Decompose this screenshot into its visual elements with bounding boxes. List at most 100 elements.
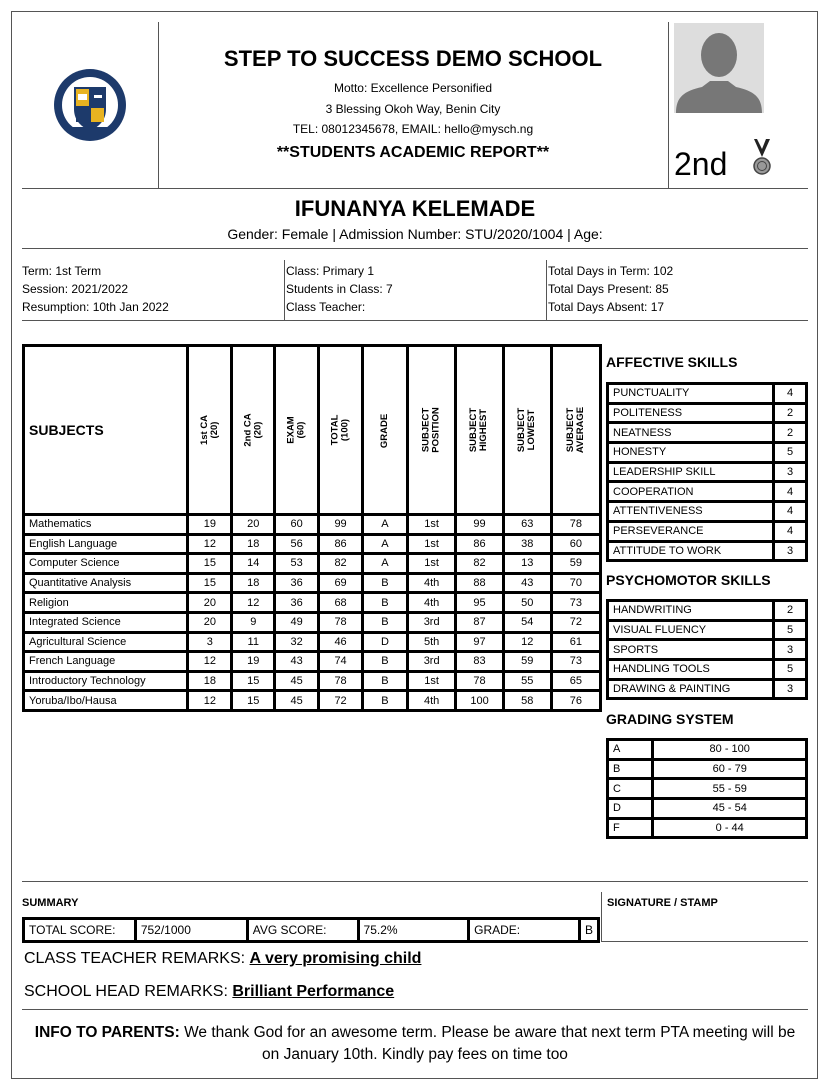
psychomotor-skill-value: 5 (772, 658, 808, 681)
score-cell: 1st (405, 532, 458, 556)
column-header: 1st CA (20) (186, 344, 234, 516)
days-absent: Total Days Absent: 17 (548, 300, 665, 314)
overall-grade: B (577, 917, 601, 943)
score-cell: 12 (230, 591, 277, 614)
score-cell: D (361, 630, 409, 654)
score-cell: 99 (317, 513, 365, 536)
score-cell: 18 (230, 571, 277, 595)
grade-label: GRADE: (467, 917, 581, 943)
score-cell: B (361, 610, 409, 634)
score-cell: 61 (549, 630, 603, 654)
subject-name: Yoruba/Ibo/Hausa (21, 689, 190, 712)
score-cell: 53 (273, 552, 321, 575)
column-header-label: GRADE (378, 413, 390, 449)
info-to-parents: INFO TO PARENTS: We thank God for an awe… (30, 1022, 800, 1066)
score-cell: 43 (273, 650, 321, 673)
score-cell: 3rd (405, 650, 458, 673)
score-cell: 60 (273, 513, 321, 536)
score-cell: 20 (230, 513, 277, 536)
grade-label: F (605, 816, 655, 840)
column-header: SUBJECT AVERAGE (549, 344, 603, 516)
score-cell: 15 (230, 669, 277, 693)
affective-skill-value: 4 (772, 500, 808, 523)
students-in-class: Students in Class: 7 (286, 282, 393, 296)
table-row: Agricultural Science 3 11 32 46 D 5th 97 12 61 (21, 630, 603, 654)
score-cell: 4th (405, 689, 458, 712)
student-name: IFUNANYA KELEMADE (294, 196, 536, 221)
affective-table: PUNCTUALITY 4 POLITENESS 2 NEATNESS 2 HONESTY 5… (606, 382, 808, 563)
subject-name: Mathematics (21, 513, 190, 536)
score-cell: 1st (405, 513, 458, 536)
divider (158, 22, 159, 188)
grade-value: 60 - 79 (651, 757, 808, 781)
avg-score-label: AVG SCORE: (245, 917, 360, 943)
score-cell: A (361, 532, 409, 556)
head-remarks-text: Brilliant Performance (232, 983, 395, 1000)
grade-label: C (605, 777, 655, 801)
medal-icon (750, 138, 774, 178)
divider (546, 260, 547, 320)
psychomotor-skill-label: HANDWRITING (606, 599, 775, 622)
score-cell: 11 (230, 630, 277, 654)
affective-skill-value: 5 (772, 441, 808, 464)
column-header: EXAM (60) (273, 344, 321, 516)
divider (22, 248, 808, 249)
column-header-label: SUBJECT HIGHEST (468, 407, 490, 453)
affective-skill-value: 4 (772, 382, 808, 405)
score-cell: A (361, 552, 409, 575)
score-cell: 36 (273, 591, 321, 614)
score-cell: 78 (454, 669, 505, 693)
divider (22, 320, 808, 321)
affective-skill-row: HONESTY 5 (606, 441, 808, 464)
student-photo (674, 23, 764, 113)
score-cell: 60 (549, 532, 603, 556)
table-row: Introductory Technology 18 15 45 78 B 1st 78 55 6… (21, 669, 603, 693)
score-cell: 83 (454, 650, 505, 673)
info-to-parents-label: INFO TO PARENTS: (34, 1024, 180, 1041)
table-row: Yoruba/Ibo/Hausa 12 15 45 72 B 4th 100 58 76 (21, 689, 603, 712)
score-cell: 69 (317, 571, 365, 595)
subject-name: English Language (21, 532, 190, 556)
days-present: Total Days Present: 85 (548, 282, 669, 296)
psychomotor-skill-label: SPORTS (606, 638, 775, 662)
column-header-label: SUBJECT LOWEST (516, 407, 538, 453)
column-header-label: EXAM (60) (285, 416, 307, 444)
score-cell: 43 (501, 571, 553, 595)
class-position: 2nd (674, 146, 728, 182)
results-table: SUBJECTS 1st CA (20) 2nd CA (20) EXAM (60) T… (21, 344, 603, 712)
score-cell: B (361, 669, 409, 693)
affective-skill-label: LEADERSHIP SKILL (606, 460, 775, 484)
psychomotor-skill-row: HANDLING TOOLS 5 (606, 658, 808, 681)
psychomotor-skill-row: HANDWRITING 2 (606, 599, 808, 622)
score-cell: 50 (501, 591, 553, 614)
score-cell: 58 (501, 689, 553, 712)
affective-skill-label: ATTITUDE TO WORK (606, 539, 775, 563)
score-cell: 82 (454, 552, 505, 575)
psychomotor-skill-row: VISUAL FLUENCY 5 (606, 618, 808, 642)
score-cell: 9 (230, 610, 277, 634)
score-cell: 76 (549, 689, 603, 712)
score-cell: 97 (454, 630, 505, 654)
score-cell: 56 (273, 532, 321, 556)
grade-row: C 55 - 59 (605, 777, 808, 801)
table-row: Integrated Science 20 9 49 78 B 3rd 87 54 72 (21, 610, 603, 634)
school-name: STEP TO SUCCESS DEMO SCHOOL (223, 46, 603, 71)
score-cell: A (361, 513, 409, 536)
affective-skill-label: PUNCTUALITY (606, 382, 775, 405)
column-header: SUBJECT HIGHEST (454, 344, 505, 516)
grade-value: 45 - 54 (651, 797, 808, 820)
affective-skill-label: COOPERATION (606, 480, 775, 504)
affective-skill-value: 2 (772, 421, 808, 445)
affective-skill-row: ATTENTIVENESS 4 (606, 500, 808, 523)
score-cell: 99 (454, 513, 505, 536)
total-score-label: TOTAL SCORE: (22, 917, 137, 943)
total-days: Total Days in Term: 102 (548, 264, 674, 278)
affective-skill-row: POLITENESS 2 (606, 401, 808, 425)
grading-title: GRADING SYSTEM (606, 711, 734, 727)
score-cell: B (361, 591, 409, 614)
score-cell: 68 (317, 591, 365, 614)
score-cell: 78 (549, 513, 603, 536)
teacher-remarks: CLASS TEACHER REMARKS: A very promising … (24, 950, 421, 968)
column-header-label: SUBJECT AVERAGE (564, 406, 586, 454)
